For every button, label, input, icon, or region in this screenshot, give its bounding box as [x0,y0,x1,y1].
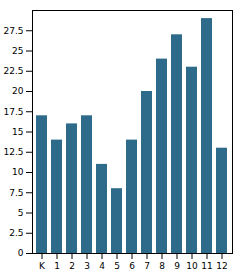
svg-text:2: 2 [69,261,75,271]
svg-text:4: 4 [99,261,105,271]
svg-text:8: 8 [159,261,165,271]
svg-text:K: K [39,261,46,271]
svg-text:15: 15 [12,127,23,137]
svg-text:20: 20 [12,86,24,96]
svg-text:10: 10 [12,167,24,177]
svg-text:7.5: 7.5 [9,188,23,198]
svg-text:0: 0 [18,248,24,258]
svg-text:27.5: 27.5 [3,26,23,36]
svg-text:11: 11 [201,261,212,271]
svg-text:1: 1 [54,261,60,271]
svg-text:5: 5 [18,208,24,218]
svg-text:9: 9 [174,261,180,271]
svg-text:12: 12 [216,261,227,271]
svg-text:6: 6 [129,261,135,271]
svg-text:3: 3 [84,261,90,271]
svg-text:22.5: 22.5 [3,66,23,76]
svg-text:17.5: 17.5 [3,107,23,117]
svg-text:10: 10 [186,261,198,271]
svg-text:25: 25 [12,46,23,56]
svg-text:2.5: 2.5 [9,228,23,238]
svg-text:7: 7 [144,261,150,271]
svg-text:5: 5 [114,261,120,271]
svg-text:12.5: 12.5 [3,147,23,157]
